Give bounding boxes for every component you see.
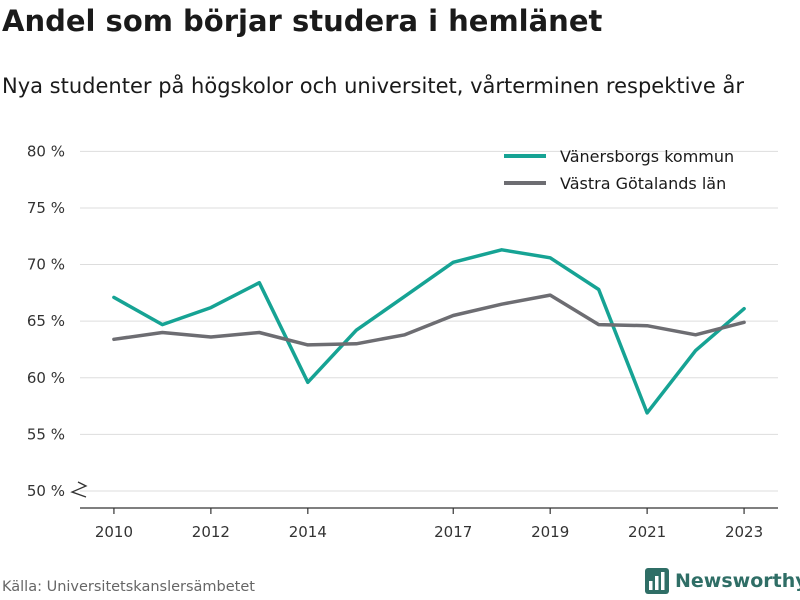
line-chart: 50 %55 %60 %65 %70 %75 %80 % 2010 2012 201…: [27, 142, 778, 541]
series-line-0: [112, 248, 746, 415]
y-tick-label: 65 %: [27, 312, 65, 330]
y-tick-label: 55 %: [27, 425, 65, 443]
y-tick-label: 70 %: [27, 256, 65, 274]
legend: Vänersborgs kommun Västra Götalands län: [504, 147, 734, 193]
bar-chart-logo-icon: [645, 568, 669, 594]
chart-subtitle: Nya studenter på högskolor och universit…: [2, 74, 744, 98]
brand-name: Newsworthy: [675, 570, 800, 592]
x-tick-label: 2021: [628, 523, 666, 541]
x-tick-label: 2023: [725, 523, 763, 541]
y-tick-label: 50 %: [27, 482, 65, 500]
x-tick-label: 2019: [531, 523, 569, 541]
axis-break-icon: [70, 481, 88, 498]
x-tick-label: 2010: [95, 523, 133, 541]
legend-label: Västra Götalands län: [560, 174, 726, 193]
x-tick-label: 2012: [192, 523, 230, 541]
x-axis: 2010 2012 2014 2017 2019 2021 2023: [80, 507, 778, 541]
series-lines: [112, 248, 746, 415]
y-axis-ticks: 50 % 55 % 60 % 65 % 70 % 75 % 80 %: [27, 142, 88, 500]
series-line-1: [112, 293, 746, 347]
source-note: Källa: Universitetskanslersämbetet: [2, 579, 255, 595]
chart-title: Andel som börjar studera i hemlänet: [2, 4, 603, 38]
brand-logo: Newsworthy: [645, 568, 800, 594]
x-tick-label: 2014: [289, 523, 327, 541]
legend-label: Vänersborgs kommun: [560, 147, 734, 166]
gridlines: [80, 150, 778, 492]
y-tick-label: 60 %: [27, 369, 65, 387]
y-tick-label: 80 %: [27, 142, 65, 160]
y-tick-label: 75 %: [27, 199, 65, 217]
x-tick-label: 2017: [434, 523, 472, 541]
